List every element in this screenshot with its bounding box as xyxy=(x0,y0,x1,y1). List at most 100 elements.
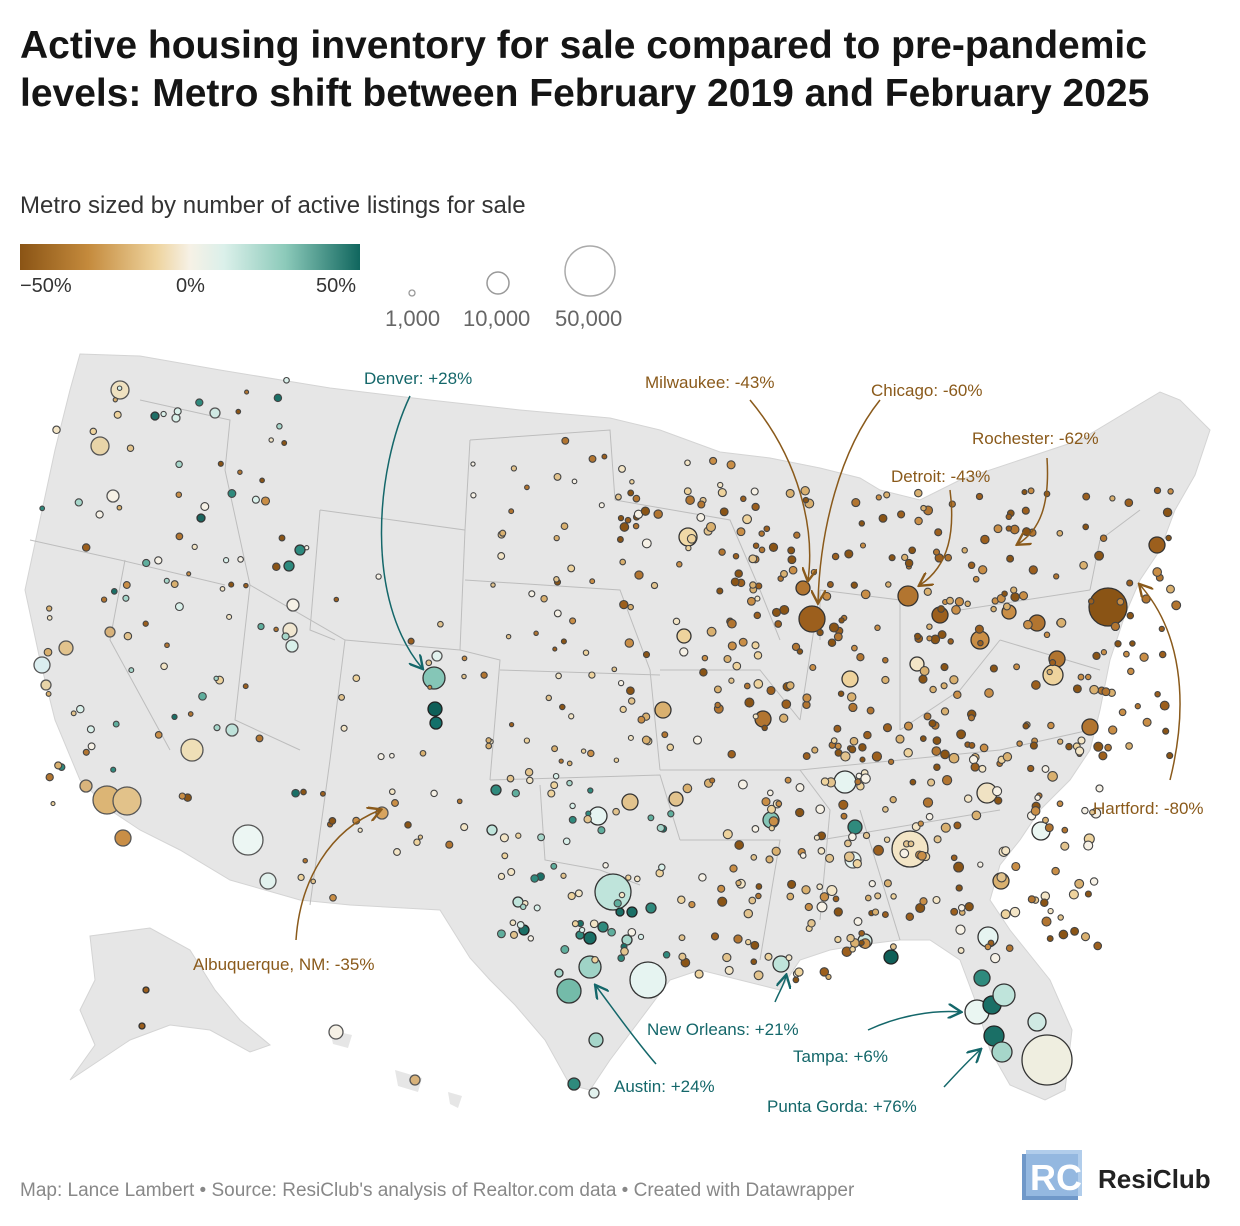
metro-dot xyxy=(116,385,123,391)
metro-dot xyxy=(1046,935,1054,943)
metro-bubble-atlanta xyxy=(891,830,929,868)
metro-dot xyxy=(752,542,760,549)
metro-dot xyxy=(932,895,941,905)
metro-dot xyxy=(515,832,522,839)
metro-bubble xyxy=(668,791,684,807)
metro-dot xyxy=(951,605,961,615)
metro-dot xyxy=(964,902,974,912)
metro-dot xyxy=(815,804,826,815)
metro-dot xyxy=(740,495,747,503)
metro-dot xyxy=(903,721,914,731)
metro-dot xyxy=(627,489,635,497)
metro-dot xyxy=(195,398,204,407)
metro-dot xyxy=(1023,619,1033,630)
metro-bubble xyxy=(283,560,295,572)
metro-dot xyxy=(937,630,947,640)
metro-dot xyxy=(222,557,230,564)
metro-dot xyxy=(1116,597,1125,606)
metro-dot xyxy=(300,788,307,796)
arrow-austin xyxy=(596,986,657,1065)
metro-dot xyxy=(567,891,576,901)
label-denver: Denver: +28% xyxy=(364,369,472,388)
metro-dot xyxy=(437,620,444,628)
metro-dot xyxy=(1043,631,1051,639)
metro-dot xyxy=(257,622,265,631)
metro-bubble xyxy=(1042,664,1064,686)
resiclub-logo: RC ResiClub xyxy=(1022,1146,1222,1206)
metro-dot xyxy=(683,487,692,496)
metro-dot xyxy=(907,840,915,848)
metro-dot xyxy=(173,407,182,416)
metro-bubble xyxy=(973,969,991,987)
metro-dot xyxy=(979,743,989,753)
metro-bubble xyxy=(150,411,160,421)
metro-dot xyxy=(705,521,717,533)
metro-dot xyxy=(112,720,120,728)
metro-dot xyxy=(957,904,966,912)
metro-dot xyxy=(834,742,842,750)
metro-dot xyxy=(45,773,54,782)
metro-dot xyxy=(228,581,235,588)
metro-dot xyxy=(883,879,892,888)
metro-dot xyxy=(524,484,530,491)
arrow-rochester xyxy=(1018,457,1049,544)
metro-dot xyxy=(1104,743,1112,752)
metro-dot xyxy=(785,954,793,962)
metro-dot xyxy=(142,558,151,568)
color-legend-bar xyxy=(20,244,360,270)
metro-bubble xyxy=(556,978,582,1004)
metro-dot xyxy=(811,746,819,754)
metro-dot xyxy=(407,637,415,645)
metro-bubble-houston xyxy=(629,961,667,999)
metro-dot xyxy=(627,603,634,611)
metro-dot xyxy=(393,848,401,856)
metro-dot xyxy=(849,736,859,746)
metro-dot xyxy=(1009,906,1021,918)
label-new-orleans: New Orleans: +21% xyxy=(647,1020,799,1039)
metro-dot xyxy=(706,626,717,637)
metro-dot xyxy=(838,799,849,810)
metro-bubble-chicago xyxy=(798,605,826,633)
metro-dot xyxy=(571,920,579,928)
metro-dot xyxy=(1027,895,1036,904)
metro-dot xyxy=(163,577,170,584)
metro-dot xyxy=(641,735,651,745)
metro-dot xyxy=(490,582,496,588)
metro-dot xyxy=(499,529,507,537)
resiclub-logo-icon: RC xyxy=(1022,1150,1082,1200)
metro-dot xyxy=(727,618,737,629)
metro-dot xyxy=(533,904,541,912)
metro-dot xyxy=(1040,898,1049,907)
metro-dot xyxy=(716,587,724,595)
metro-dot xyxy=(1070,926,1080,936)
metro-dot xyxy=(682,783,693,794)
metro-dot xyxy=(1162,507,1173,518)
metro-dot xyxy=(726,460,736,470)
metro-dot xyxy=(746,596,756,606)
metro-dot xyxy=(787,555,797,565)
metro-dot xyxy=(340,724,348,732)
label-punta-gorda: Punta Gorda: +76% xyxy=(767,1097,917,1116)
metro-dot xyxy=(719,507,729,517)
metro-dot xyxy=(632,494,641,503)
metro-dot xyxy=(1158,625,1165,633)
metro-bubble xyxy=(621,793,639,811)
metro-dot xyxy=(692,735,703,745)
metro-dot xyxy=(328,817,337,825)
size-legend-label-50000: 50,000 xyxy=(555,306,623,331)
metro-bubble xyxy=(626,906,638,918)
metro-dot xyxy=(568,713,575,720)
metro-dot xyxy=(737,779,748,790)
metro-dot xyxy=(304,545,310,551)
metro-dot xyxy=(642,651,651,659)
metro-dot xyxy=(310,878,317,885)
metro-dot xyxy=(832,895,840,903)
metro-dot xyxy=(226,613,233,620)
metro-dot xyxy=(794,967,804,977)
size-legend-circle-large xyxy=(564,245,616,297)
metro-dot xyxy=(864,894,872,902)
metro-dot xyxy=(990,605,997,613)
metro-dot xyxy=(961,547,968,554)
metro-dot xyxy=(417,834,424,840)
metro-dot xyxy=(619,522,630,532)
